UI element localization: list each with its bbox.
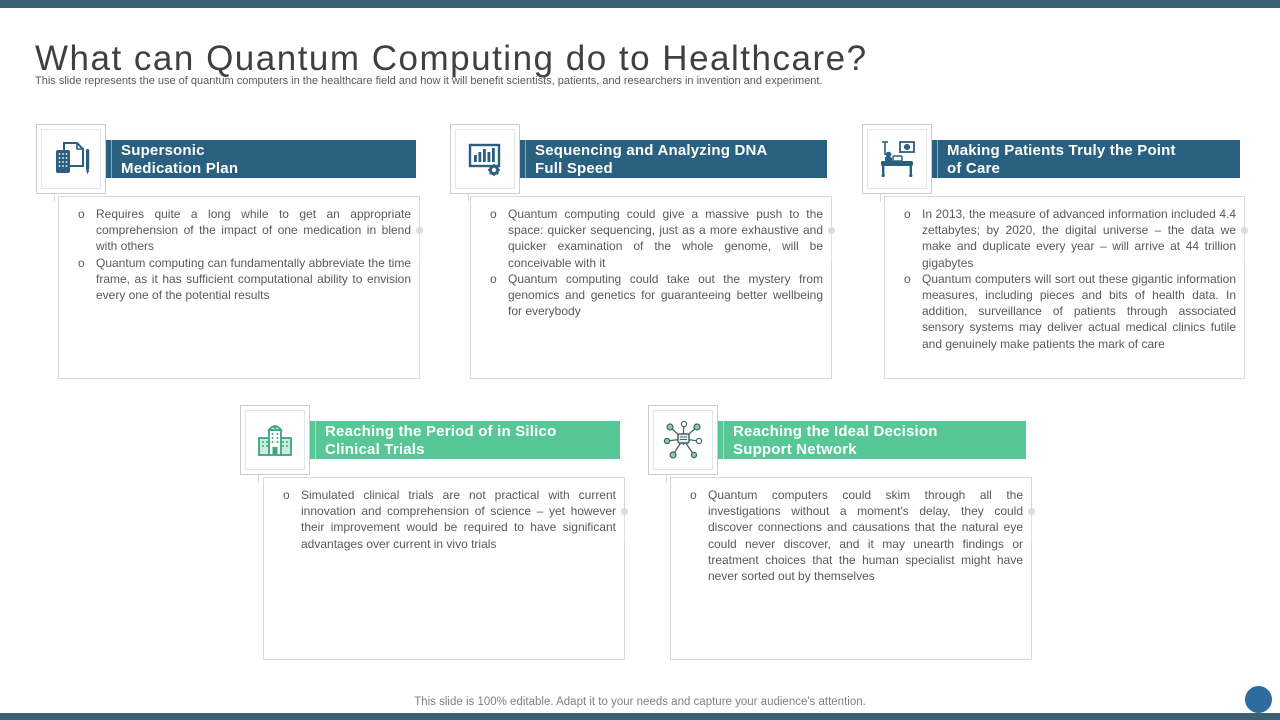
bullet-text: Simulated clinical trials are not practi…: [301, 488, 616, 551]
pin-line: [419, 235, 420, 261]
card-sequencing-analyzing-dna: Sequencing and Analyzing DNA Full Speed …: [450, 124, 835, 380]
pin-dot: [1241, 227, 1248, 234]
bottom-accent-bar: [0, 713, 1280, 720]
bullet-text: Quantum computing can fundamentally abbr…: [96, 255, 411, 303]
bullet-item: o In 2013, the measure of advanced inform…: [885, 206, 1236, 271]
bullet-marker: o: [490, 271, 497, 286]
icon-box: [36, 124, 106, 194]
card-title-line: Supersonic: [121, 142, 205, 159]
bullet-list: o Simulated clinical trials are not pract…: [264, 478, 624, 552]
bullet-item: o Quantum computing can fundamentally abb…: [59, 255, 411, 304]
icon-box: [648, 405, 718, 475]
card-body: o Quantum computing could give a massive …: [470, 196, 835, 379]
prescription-pad-icon: [56, 142, 90, 175]
connector-line: [666, 475, 667, 483]
connector-line: [258, 475, 259, 483]
bullet-marker: o: [490, 207, 497, 221]
connector-line: [468, 194, 469, 202]
bullet-item: o Quantum computing could take out the my…: [471, 271, 823, 320]
card-body: o In 2013, the measure of advanced inform…: [884, 196, 1248, 379]
connector-line: [54, 194, 55, 202]
patient-bed-icon: [881, 141, 915, 178]
card-header: Reaching the Period of in Silico Clinica…: [310, 421, 620, 459]
card-header: Making Patients Truly the Point of Care: [932, 140, 1240, 178]
page-subtitle: This slide represents the use of quantum…: [35, 75, 823, 87]
card-title-line: of Care: [947, 159, 1001, 177]
card-header: Supersonic Medication Plan: [106, 140, 416, 178]
bullet-text: Quantum computers could skim through all…: [708, 488, 1023, 584]
card-supersonic-medication-plan: Supersonic Medication Plan o Requires qui…: [36, 124, 423, 380]
corner-circle-decoration: [1245, 686, 1272, 713]
bullet-marker: o: [78, 255, 85, 270]
dna-analysis-chart-icon: [468, 143, 501, 177]
card-body: o Quantum computers could skim through al…: [670, 477, 1035, 660]
card-body: o Simulated clinical trials are not pract…: [263, 477, 628, 660]
card-title-line: Reaching the Period of in Silico: [325, 423, 557, 440]
card-header: Reaching the Ideal Decision Support Netw…: [718, 421, 1026, 459]
card-title-line: Sequencing and Analyzing DNA: [535, 142, 768, 159]
card-decision-support-network: Reaching the Ideal Decision Support Netw…: [648, 405, 1035, 661]
page-title: What can Quantum Computing do to Healthc…: [35, 39, 868, 79]
icon-box: [240, 405, 310, 475]
bullet-text: Quantum computers will sort out these gi…: [922, 271, 1236, 351]
pin-line: [624, 516, 625, 542]
bullet-list: o Quantum computers could skim through al…: [671, 478, 1031, 584]
bullet-marker: o: [904, 271, 911, 286]
bullet-item: o Quantum computers will sort out these g…: [885, 271, 1236, 352]
card-title-line: Full Speed: [535, 159, 613, 177]
bullet-list: o Quantum computing could give a massive …: [471, 197, 831, 319]
decision-network-icon: [663, 420, 703, 459]
pin-dot: [1028, 508, 1035, 515]
card-header: Sequencing and Analyzing DNA Full Speed: [520, 140, 827, 178]
bullet-text: Requires quite a long while to get an ap…: [96, 207, 411, 254]
pin-line: [1244, 235, 1245, 261]
bullet-text: Quantum computing could give a massive p…: [508, 207, 823, 270]
pin-line: [1031, 516, 1032, 542]
top-accent-bar: [0, 0, 1280, 8]
card-title-line: Making Patients Truly the Point: [947, 142, 1176, 159]
card-title-line: Clinical Trials: [325, 440, 425, 458]
card-title-line: Medication Plan: [121, 159, 239, 177]
icon-box: [862, 124, 932, 194]
hospital-building-icon: [258, 425, 292, 456]
pin-dot: [416, 227, 423, 234]
editable-note: This slide is 100% editable. Adapt it to…: [414, 696, 866, 708]
bullet-marker: o: [690, 488, 697, 502]
pin-line: [831, 235, 832, 261]
bullet-item: o Quantum computing could give a massive …: [471, 206, 823, 271]
pin-dot: [828, 227, 835, 234]
icon-box: [450, 124, 520, 194]
card-in-silico-clinical-trials: Reaching the Period of in Silico Clinica…: [240, 405, 628, 661]
pin-dot: [621, 508, 628, 515]
card-body: o Requires quite a long while to get an a…: [58, 196, 423, 379]
bullet-text: In 2013, the measure of advanced informa…: [922, 207, 1236, 270]
bullet-marker: o: [283, 488, 290, 502]
bullet-item: o Quantum computers could skim through al…: [671, 487, 1023, 584]
bullet-text: Quantum computing could take out the mys…: [508, 271, 823, 319]
bullet-list: o Requires quite a long while to get an a…: [59, 197, 419, 303]
bullet-list: o In 2013, the measure of advanced inform…: [885, 197, 1244, 352]
card-title-line: Support Network: [733, 440, 857, 458]
bullet-item: o Requires quite a long while to get an a…: [59, 206, 411, 255]
bullet-item: o Simulated clinical trials are not pract…: [264, 487, 616, 552]
bullet-marker: o: [78, 207, 85, 221]
bullet-marker: o: [904, 207, 911, 221]
card-title-line: Reaching the Ideal Decision: [733, 423, 938, 440]
card-patients-point-of-care: Making Patients Truly the Point of Care …: [862, 124, 1248, 380]
connector-line: [880, 194, 881, 202]
